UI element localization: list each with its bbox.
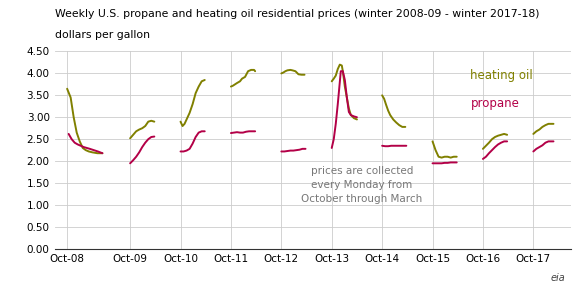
Text: heating oil: heating oil — [471, 69, 533, 82]
Text: dollars per gallon: dollars per gallon — [55, 30, 150, 40]
Text: Weekly U.S. propane and heating oil residential prices (winter 2008-09 - winter : Weekly U.S. propane and heating oil resi… — [55, 9, 539, 19]
Text: propane: propane — [471, 97, 519, 110]
Text: prices are collected
every Monday from
October through March: prices are collected every Monday from O… — [301, 166, 422, 204]
Text: eia: eia — [550, 273, 565, 283]
